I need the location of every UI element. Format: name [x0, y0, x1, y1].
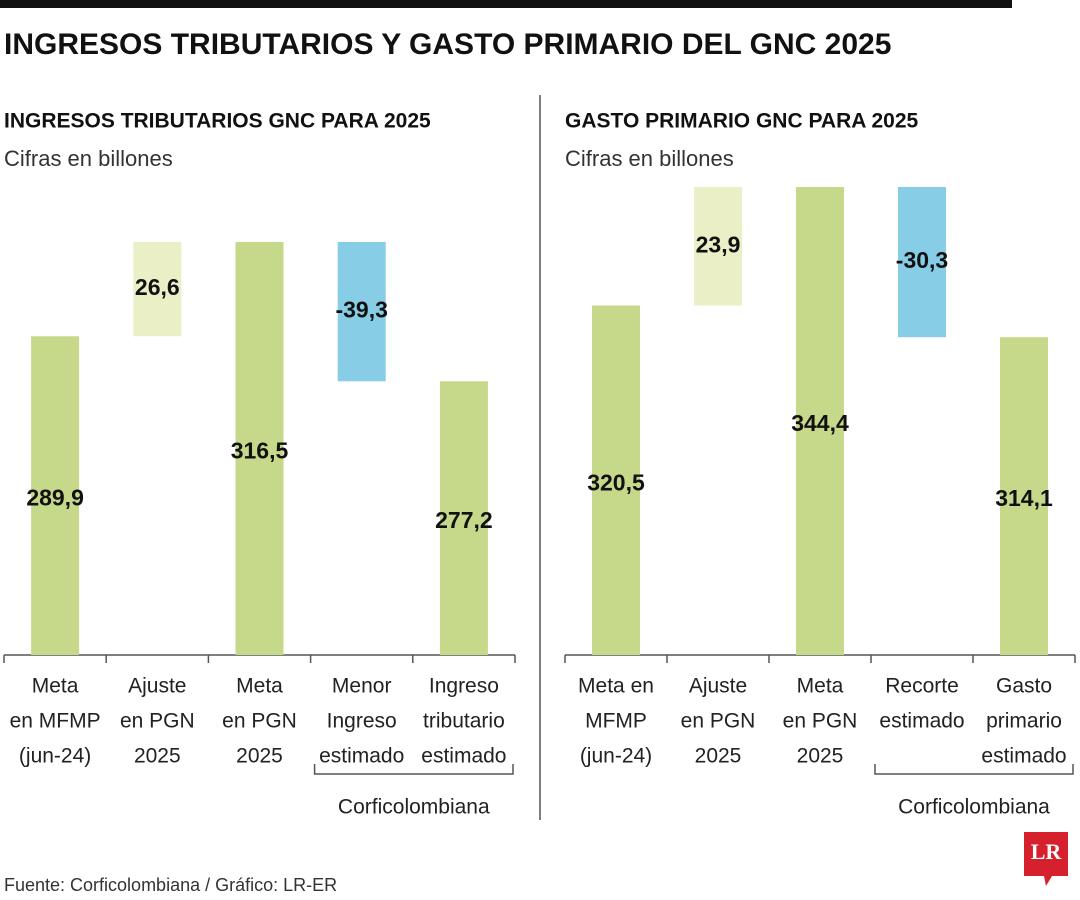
- value-label: 344,4: [791, 410, 849, 436]
- annotation: Corficolombiana: [898, 796, 1050, 819]
- category-label: MFMP: [585, 710, 647, 733]
- value-label: 320,5: [587, 469, 645, 495]
- category-label: 2025: [134, 745, 181, 768]
- category-label: en PGN: [681, 710, 756, 733]
- category-label: Ingreso: [327, 710, 397, 733]
- category-label: Recorte: [885, 675, 959, 698]
- chart-subtitle: Cifras en billones: [4, 146, 173, 171]
- category-label: primario: [986, 710, 1062, 733]
- category-label: Menor: [332, 675, 392, 698]
- bar: [235, 241, 284, 656]
- annotation-bracket: [874, 764, 1074, 775]
- category-label: Ajuste: [689, 675, 747, 698]
- category-label: Ajuste: [128, 675, 186, 698]
- value-label: -39,3: [335, 297, 387, 323]
- bar: [694, 187, 742, 306]
- logo-text: LR: [1031, 839, 1063, 864]
- bar: [337, 241, 386, 382]
- category-label: estimado: [981, 745, 1066, 768]
- category-label: (jun-24): [580, 745, 652, 768]
- chart-title: GASTO PRIMARIO GNC PARA 2025: [565, 110, 918, 133]
- category-label: estimado: [421, 745, 506, 768]
- value-label: 26,6: [135, 274, 180, 300]
- category-label: Ingreso: [429, 675, 499, 698]
- category-label: 2025: [236, 745, 283, 768]
- top-bar: [0, 0, 1012, 8]
- category-label: en MFMP: [10, 710, 101, 733]
- value-label: 277,2: [435, 507, 493, 533]
- bar: [439, 381, 488, 655]
- chart-title: INGRESOS TRIBUTARIOS GNC PARA 2025: [4, 110, 431, 133]
- category-label: estimado: [879, 710, 964, 733]
- bar: [31, 336, 80, 655]
- category-label: (jun-24): [19, 745, 91, 768]
- category-label: estimado: [319, 745, 404, 768]
- annotation: Corficolombiana: [338, 796, 490, 819]
- category-label: Meta: [236, 675, 283, 698]
- bar: [133, 241, 182, 337]
- value-label: 289,9: [26, 485, 84, 511]
- value-label: 314,1: [995, 485, 1053, 511]
- value-label: 23,9: [696, 231, 741, 257]
- annotation-bracket: [313, 764, 514, 775]
- main-title: INGRESOS TRIBUTARIOS Y GASTO PRIMARIO DE…: [4, 28, 891, 61]
- category-label: 2025: [797, 745, 844, 768]
- chart-subtitle: Cifras en billones: [565, 146, 734, 171]
- category-label: Meta en: [578, 675, 654, 698]
- category-label: en PGN: [120, 710, 195, 733]
- bar: [592, 305, 640, 655]
- category-label: Meta: [32, 675, 79, 698]
- category-label: en PGN: [222, 710, 297, 733]
- bar: [1000, 337, 1048, 655]
- bar: [898, 187, 946, 338]
- category-label: Meta: [797, 675, 844, 698]
- category-label: Gasto: [996, 675, 1052, 698]
- category-label: en PGN: [783, 710, 858, 733]
- bar: [796, 187, 844, 655]
- source: Fuente: Corficolombiana / Gráfico: LR-ER: [4, 875, 337, 895]
- category-label: 2025: [695, 745, 742, 768]
- logo: LR: [1024, 832, 1068, 886]
- category-label: tributario: [423, 710, 505, 733]
- value-label: -30,3: [896, 247, 948, 273]
- value-label: 316,5: [231, 438, 289, 464]
